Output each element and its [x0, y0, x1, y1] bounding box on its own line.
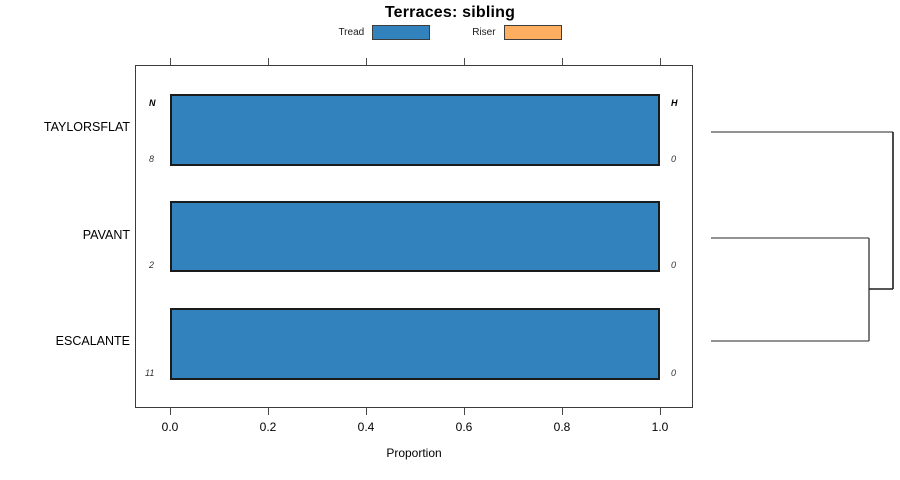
legend: Tread Riser: [0, 25, 900, 40]
x-tick-top: [366, 58, 367, 65]
legend-label-tread: Tread: [338, 27, 365, 38]
x-tick-label: 1.0: [651, 420, 669, 434]
x-tick-top: [562, 58, 563, 65]
legend-label-riser: Riser: [472, 27, 496, 38]
x-tick-bottom: [170, 408, 171, 415]
n-value: 8: [149, 154, 155, 164]
x-tick-label: 0.4: [357, 420, 375, 434]
bar-segment-tread[interactable]: [170, 94, 660, 166]
x-tick-bottom: [366, 408, 367, 415]
legend-item-riser[interactable]: Riser: [472, 25, 562, 40]
bar-segment-tread[interactable]: [170, 201, 660, 272]
x-tick-label: 0.6: [455, 420, 473, 434]
x-tick-top: [464, 58, 465, 65]
x-tick-label: 0.2: [259, 420, 277, 434]
x-tick-top: [660, 58, 661, 65]
h-value: 0: [671, 154, 677, 164]
n-value: 2: [149, 260, 155, 270]
n-column-header: N: [149, 98, 156, 108]
row-label-taylorsflat: TAYLORSFLAT: [43, 120, 130, 134]
x-tick-label: 0.0: [161, 420, 179, 434]
x-tick-bottom: [464, 408, 465, 415]
n-value: 11: [145, 368, 155, 378]
x-axis-title: Proportion: [386, 446, 442, 460]
dendrogram: [711, 131, 894, 342]
legend-item-tread[interactable]: Tread: [338, 25, 431, 40]
h-value: 0: [671, 260, 677, 270]
x-tick-bottom: [660, 408, 661, 415]
page-title: Terraces: sibling: [384, 4, 516, 21]
legend-swatch-tread: [372, 25, 431, 40]
x-tick-bottom: [562, 408, 563, 415]
h-value: 0: [671, 368, 677, 378]
legend-swatch-riser: [503, 25, 562, 40]
row-label-pavant: PAVANT: [82, 228, 130, 242]
x-tick-top: [170, 58, 171, 65]
x-tick-label: 0.8: [553, 420, 571, 434]
h-column-header: H: [671, 98, 678, 108]
bar-segment-tread[interactable]: [170, 308, 660, 380]
x-tick-top: [268, 58, 269, 65]
row-label-escalante: ESCALANTE: [55, 334, 130, 348]
x-tick-bottom: [268, 408, 269, 415]
